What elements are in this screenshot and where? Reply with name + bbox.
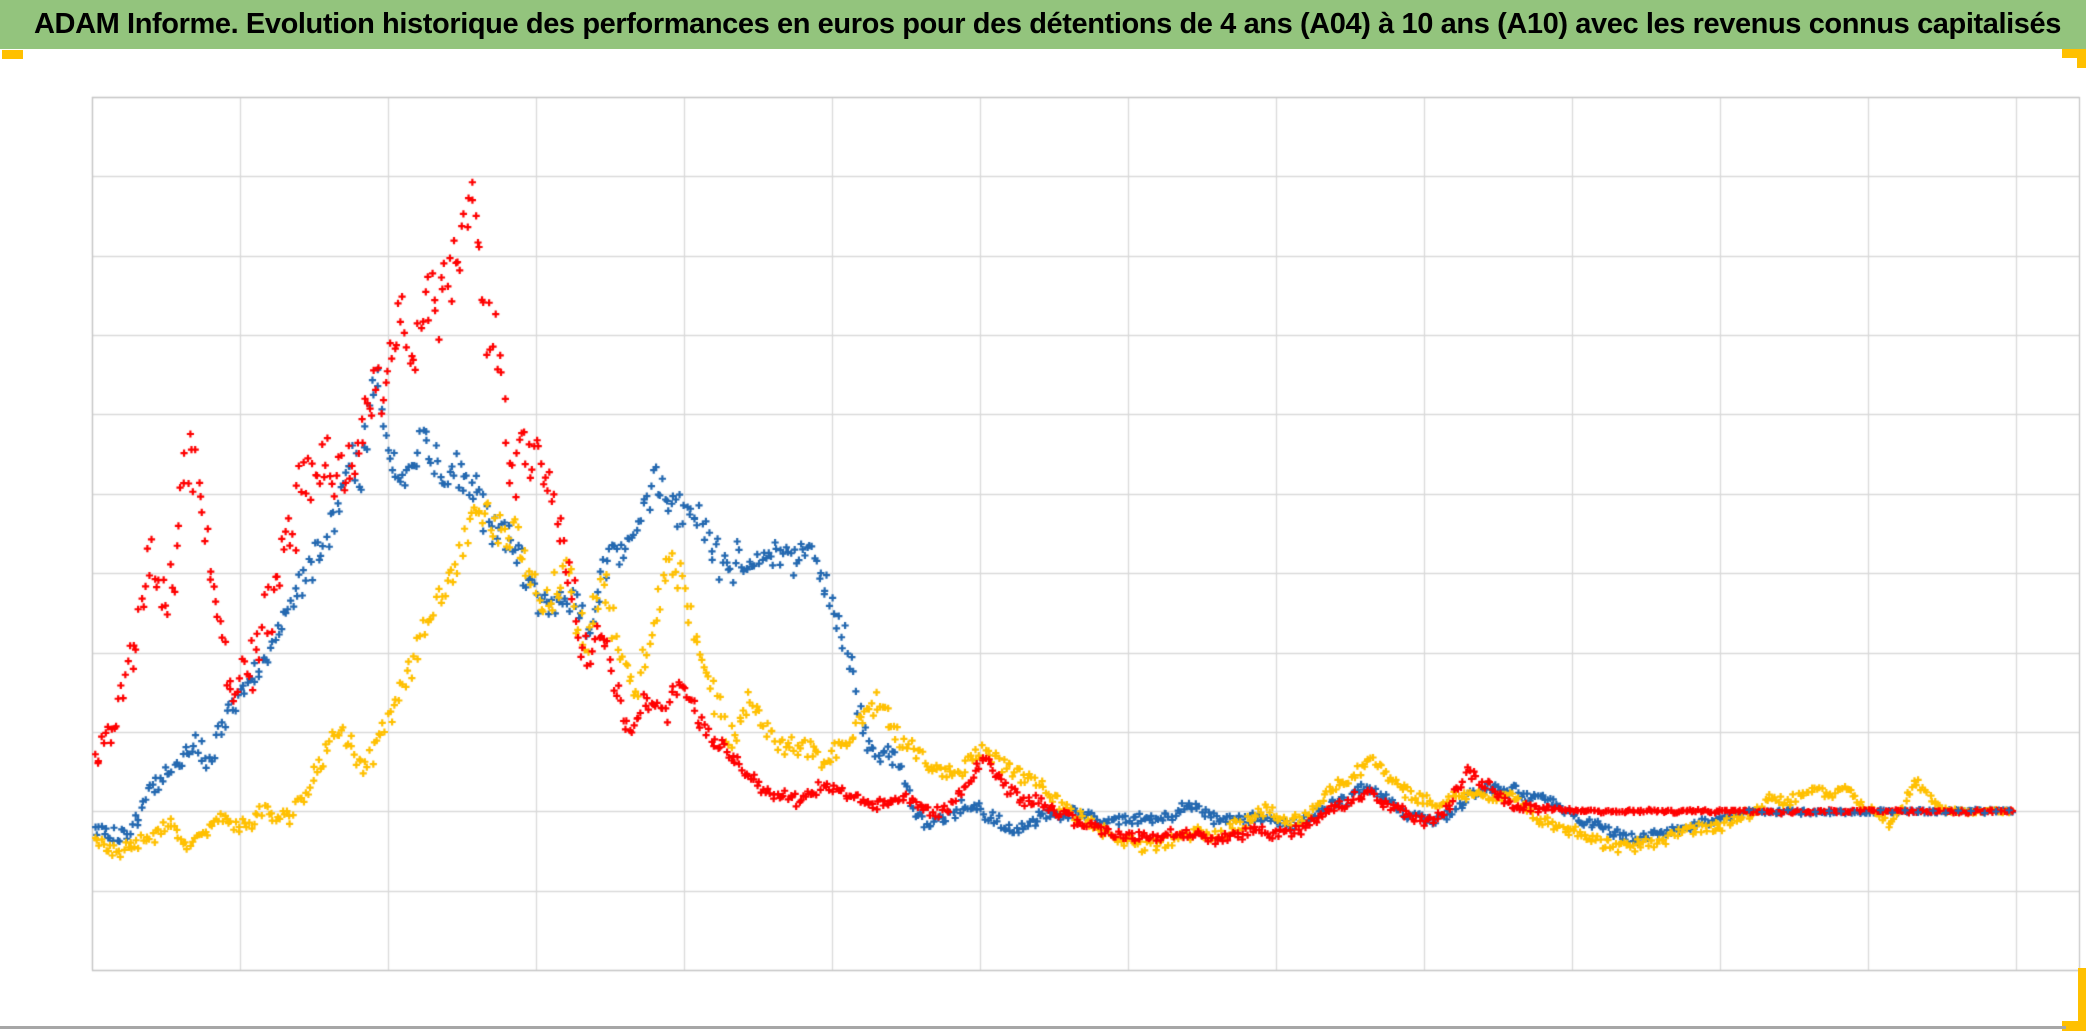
- frame-accent-top-left: [2, 50, 23, 59]
- frame-accent-bottom-right-vertical: [2078, 968, 2086, 1031]
- frame-accent-bottom-right-horizontal: [2062, 1021, 2086, 1031]
- page-title: ADAM Informe. Evolution historique des p…: [34, 8, 2061, 40]
- title-bar: ADAM Informe. Evolution historique des p…: [0, 0, 2086, 49]
- frame-accent-top-right-vertical: [2077, 49, 2086, 68]
- page-bottom-rule: [0, 1026, 2066, 1029]
- frame-accent-top-right-horizontal: [2062, 49, 2086, 58]
